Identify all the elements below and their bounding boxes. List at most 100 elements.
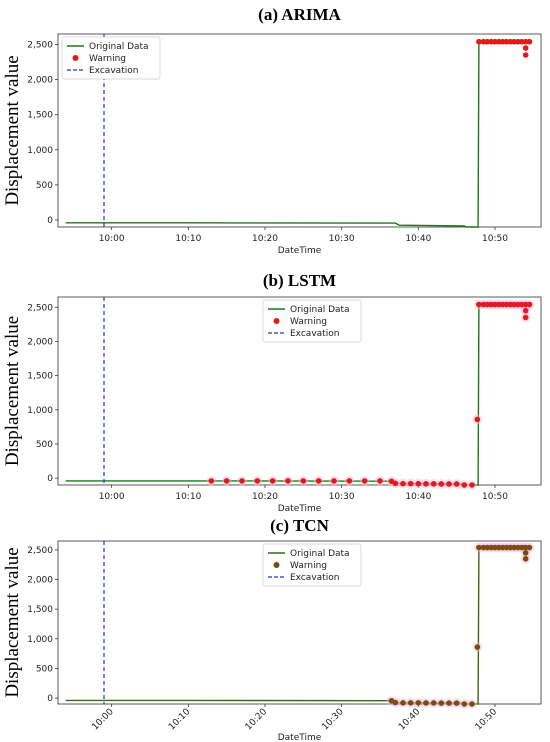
warning-point	[469, 482, 475, 488]
chart-title: (a) ARIMA	[258, 5, 341, 24]
warning-point	[392, 480, 399, 487]
warning-point	[407, 700, 414, 706]
y-tick-label: 2,500	[27, 546, 53, 556]
warning-point	[515, 38, 521, 45]
legend-label: Warning	[89, 54, 126, 64]
warning-point	[446, 700, 452, 706]
warning-point	[511, 544, 517, 551]
y-tick-label: 2,500	[27, 303, 53, 313]
y-tick-label: 500	[36, 440, 53, 450]
x-tick-label: 10:30	[320, 707, 346, 733]
plot-frame	[57, 296, 542, 486]
warning-point	[480, 38, 487, 45]
warning-point	[503, 544, 510, 551]
warning-point	[285, 478, 291, 484]
warning-point	[415, 480, 422, 487]
y-axis-label: Displacement value	[2, 316, 23, 466]
y-tick-label: 500	[36, 664, 53, 674]
legend-label: Original Data	[290, 549, 350, 559]
warning-point	[480, 544, 487, 551]
warning-point	[515, 301, 521, 308]
x-tick-label: 10:50	[482, 492, 508, 502]
warning-point	[484, 544, 491, 551]
legend-point-swatch	[273, 318, 280, 324]
warning-point	[503, 38, 510, 45]
x-tick-label: 10:00	[99, 234, 125, 244]
legend-label: Original Data	[290, 305, 350, 315]
warning-point	[446, 481, 452, 487]
x-tick-label: 10:10	[175, 492, 201, 502]
warning-point	[430, 700, 437, 706]
y-tick-label: 500	[36, 181, 53, 191]
legend-label: Warning	[290, 561, 327, 571]
y-tick-label: 0	[47, 694, 53, 704]
y-axis-label: Displacement value	[2, 55, 23, 205]
warning-point	[492, 544, 498, 551]
chart-title: (b) LSTM	[263, 271, 336, 290]
x-axis-label: DateTime	[278, 504, 322, 514]
warning-point	[522, 307, 529, 314]
warning-point	[400, 480, 406, 487]
warning-point	[519, 38, 525, 45]
warning-point	[223, 478, 230, 484]
plot-frame	[57, 540, 542, 705]
legend-box	[262, 543, 362, 587]
y-tick-label: 1,500	[27, 111, 53, 121]
warning-point	[515, 544, 521, 551]
chart-panel-1: (b) LSTM 0 500 1,000 1,500 2,000 2,500 10:00 10:…	[2, 271, 542, 514]
warning-point	[507, 544, 514, 551]
legend-label: Excavation	[290, 573, 339, 583]
warning-point	[522, 550, 529, 556]
x-tick-label: 10:10	[167, 707, 193, 733]
warning-point	[300, 478, 307, 484]
warning-point	[476, 301, 482, 308]
warning-point	[480, 301, 487, 308]
warning-point	[488, 301, 494, 308]
warning-point	[239, 478, 245, 484]
legend-label: Excavation	[89, 66, 138, 76]
warning-point	[522, 52, 529, 58]
warning-point	[254, 478, 261, 484]
legend: Original Data Warning Excavation	[262, 543, 362, 587]
warning-point	[522, 45, 529, 51]
x-tick-label: 10:40	[405, 234, 431, 244]
warning-point	[377, 478, 383, 484]
x-tick-label: 10:00	[99, 492, 125, 502]
warning-point	[499, 38, 506, 45]
warning-point	[492, 38, 498, 45]
warning-point	[392, 699, 399, 706]
warning-point	[484, 38, 491, 45]
warning-point	[461, 482, 468, 488]
warning-point	[269, 478, 276, 484]
warning-point	[315, 478, 322, 484]
x-axis-label: DateTime	[278, 733, 322, 742]
warning-point	[453, 700, 460, 706]
y-axis-label: Displacement value	[2, 547, 23, 697]
chart-title: (c) TCN	[270, 516, 329, 535]
warning-point	[526, 544, 533, 551]
legend: Original Data Warning Excavation	[61, 36, 161, 80]
y-tick-label: 0	[47, 216, 53, 226]
warning-point	[488, 38, 494, 45]
warning-point	[511, 301, 517, 308]
warning-point	[423, 700, 429, 706]
legend-label: Original Data	[89, 42, 149, 52]
legend-box	[61, 36, 161, 80]
warning-point	[496, 544, 502, 551]
y-tick-label: 2,000	[27, 337, 53, 347]
warning-point	[438, 700, 445, 706]
x-tick-label: 10:30	[329, 234, 355, 244]
chart-panel-2: (c) TCN 0 500 1,000 1,500 2,000 2,500 10:00 10:1…	[2, 516, 542, 742]
warning-point	[461, 701, 468, 707]
warning-point	[430, 480, 437, 487]
y-tick-label: 2,000	[27, 76, 53, 86]
warning-point	[522, 38, 529, 45]
warning-point	[519, 301, 525, 308]
warning-point	[507, 301, 514, 308]
warning-point	[507, 38, 514, 45]
legend: Original Data Warning Excavation	[262, 299, 362, 343]
warning-point	[492, 301, 498, 308]
x-tick-label: 10:50	[482, 234, 508, 244]
x-tick-label: 10:20	[252, 234, 278, 244]
